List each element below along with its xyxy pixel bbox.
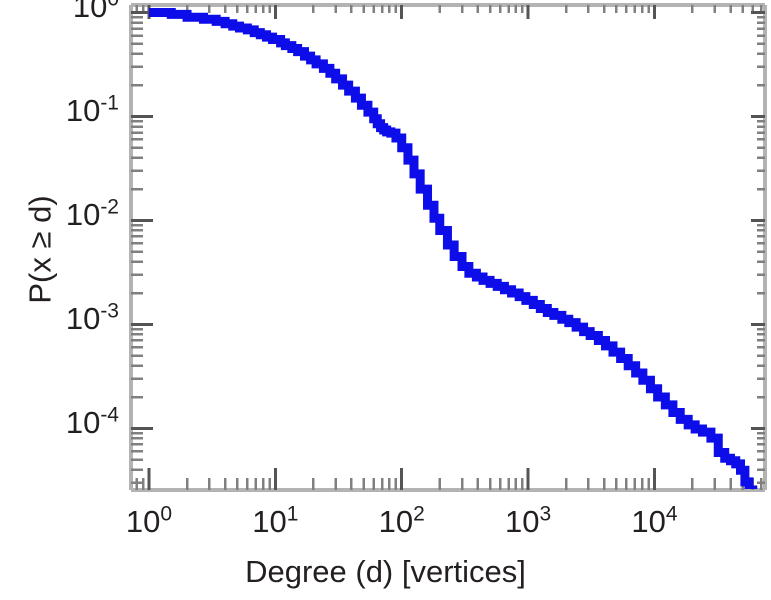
x-tick-label: 100 <box>125 502 173 539</box>
y-axis-label: P(x ≥ d) <box>22 195 58 304</box>
data-series <box>149 7 758 489</box>
y-tick-label: 10-1 <box>65 92 119 129</box>
x-tick-label: 104 <box>631 502 678 539</box>
x-tick-label: 103 <box>504 502 552 539</box>
y-tick-label: 100 <box>72 0 119 25</box>
x-tick-label: 102 <box>378 502 425 539</box>
y-tick-label: 10-4 <box>65 403 119 441</box>
axis-ticks <box>131 5 765 490</box>
y-tick-label: 10-3 <box>65 300 119 337</box>
x-axis-label: Degree (d) [vertices] <box>245 554 526 589</box>
x-tick-label: 101 <box>252 502 299 539</box>
y-tick-label: 10-2 <box>65 196 119 233</box>
